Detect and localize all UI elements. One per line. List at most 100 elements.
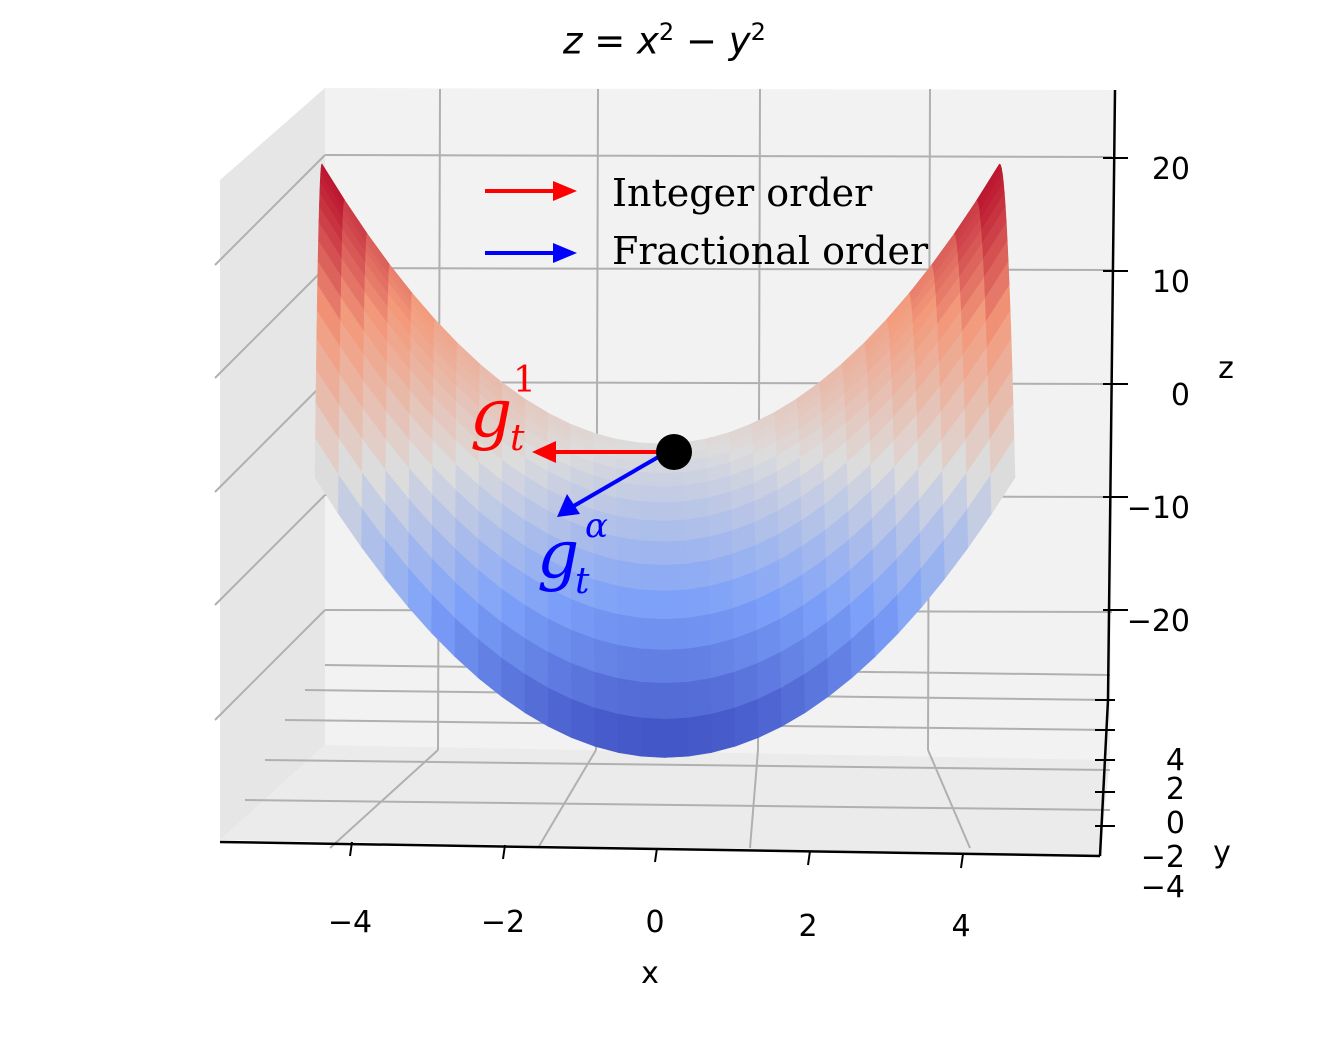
y-tick-label: 0 [1166,806,1185,841]
surface-patch [662,501,687,522]
saddle-surface [314,163,1016,758]
surface-patch [687,678,712,719]
grid-side-line [214,154,326,266]
surface-patch [639,519,664,543]
surface-patch [685,536,710,565]
surface-patch [616,536,641,565]
grid-floor-horizontal [264,759,1111,771]
x-tick-label: 2 [798,909,817,944]
integer-order-arrowhead [532,441,556,463]
surface-patch [617,644,642,683]
z-axis-line [1106,89,1117,701]
surface-patch [640,681,666,720]
surface-patch [639,501,664,522]
fractional-gradient-label: g t α [537,506,608,602]
y-tick-label: 4 [1166,743,1185,778]
svg-text:t: t [575,561,590,602]
grid-back-horizontal [324,154,1113,158]
x-axis-label: x [641,956,659,991]
surface-patch [640,617,665,651]
grid-floor-line [537,749,597,849]
surface-patch [617,713,642,757]
grid-floor-line [927,749,971,849]
chart-title: z = x2 − y2 [563,18,766,63]
svg-text:Integer order: Integer order [612,171,873,215]
svg-text:g: g [537,516,579,593]
surface-patch [711,707,736,753]
side-pane [220,88,325,840]
surface-patch [686,585,711,619]
grid-floor-line [329,749,439,849]
legend-entry-fractional: Fractional order [485,229,929,273]
surface-patch [664,681,689,720]
surface-patch [638,472,663,488]
z-tick-labels: 20 10 0 −10 −20 [1103,152,1190,639]
surface-patch [641,717,666,758]
x-tick [502,844,506,860]
svg-text:g: g [470,375,512,452]
surface-patch [664,717,689,758]
surface-patch [710,638,735,679]
z-tick-label: 10 [1152,265,1190,300]
grid-side-line [214,267,326,379]
svg-text:Fractional order: Fractional order [612,229,929,273]
floor-pane [220,745,1110,855]
svg-text:t: t [510,418,525,459]
surface-patch [686,559,711,591]
x-tick [807,850,811,866]
surface-patch [594,707,619,753]
x-tick [960,853,964,869]
fractional-order-arrow [570,454,662,509]
x-axis-line [219,840,1101,858]
surface-patch [663,617,688,651]
x-tick-label: −4 [328,905,372,940]
surface-patch [640,589,665,620]
surface-patch [663,563,688,592]
surface-patch [710,671,735,715]
surface-patch [663,589,688,620]
grid-side-line [214,609,326,721]
svg-text:α: α [585,506,608,546]
surface-patch [662,519,687,543]
axis-lines [219,89,1117,858]
z-axis-label: z [1218,351,1234,386]
z-tick-label: −20 [1127,604,1190,639]
x-tick-labels: −4 −2 0 2 4 [328,841,971,944]
surface-patch [617,614,642,650]
surface-patch [617,678,642,719]
integer-gradient-label: g t 1 [470,360,536,459]
surface-patch [687,713,712,757]
surface-patch [990,438,1016,515]
current-point [656,434,692,470]
x-tick [349,841,353,857]
surface-patch [616,559,641,591]
surface-patch [617,585,642,619]
x-tick-label: −2 [481,905,525,940]
surface-patch [640,563,664,592]
y-tick-label: 2 [1166,772,1185,807]
surface-patch [661,472,686,488]
surface-patch [686,614,711,650]
surface-patch [663,648,689,684]
z-tick-label: 20 [1152,152,1190,187]
grid-floor-horizontal [244,799,1111,811]
svg-text:1: 1 [513,360,536,401]
x-tick-label: 4 [951,909,970,944]
surface-patch [594,671,619,715]
x-tick [654,847,658,863]
surface-patch [639,540,664,566]
y-tick-label: −2 [1141,840,1185,875]
z-tick-label: −10 [1127,491,1190,526]
grid-side-line [214,381,326,493]
grid-side-line [214,494,326,606]
surface-patch [616,515,641,542]
x-tick-label: 0 [645,905,664,940]
legend: Integer order Fractional order [485,171,929,273]
surface-patch [662,540,687,566]
surface-patch [640,648,665,684]
y-axis-line [1098,699,1110,857]
surface-patch [639,485,663,504]
surface-patch [594,638,619,679]
